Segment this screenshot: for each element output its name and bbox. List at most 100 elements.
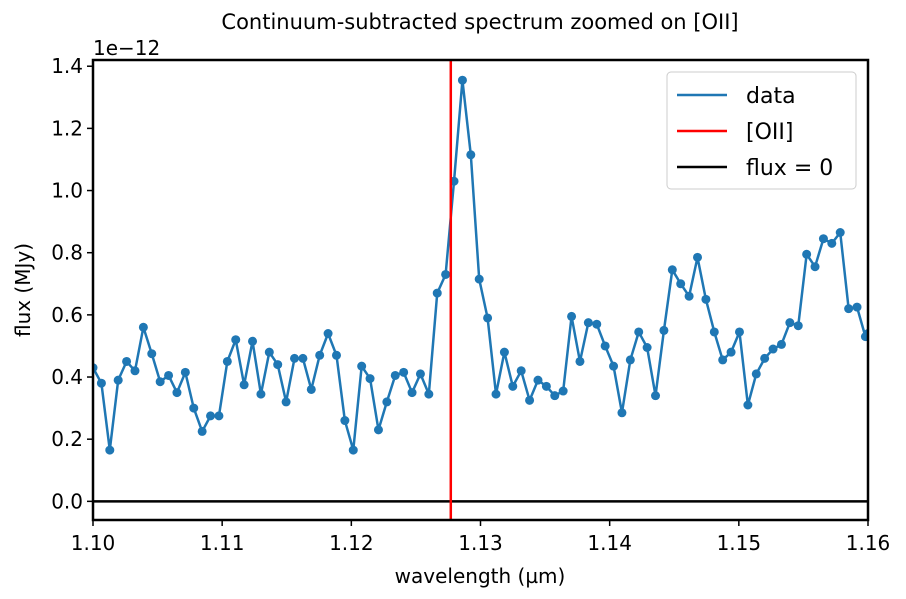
y-tick-label: 1.4 <box>51 54 83 78</box>
data-point <box>802 249 812 259</box>
data-point <box>273 360 283 370</box>
data-point <box>617 408 627 418</box>
data-point <box>382 397 392 407</box>
data-point <box>609 361 619 371</box>
data-point <box>172 388 182 398</box>
data-point <box>122 356 132 366</box>
data-point <box>818 234 828 244</box>
data-point <box>340 416 350 426</box>
data-point <box>415 369 425 379</box>
data-point <box>659 325 669 335</box>
data-point <box>844 304 854 314</box>
legend-box <box>666 71 857 190</box>
data-point <box>693 252 702 262</box>
data-point <box>138 322 148 332</box>
data-point <box>651 391 661 401</box>
data-point <box>684 291 694 301</box>
data-point <box>164 370 174 380</box>
data-point <box>726 347 736 357</box>
data-point <box>533 375 543 385</box>
y-tick-label: 1.0 <box>51 179 83 203</box>
data-point <box>189 403 199 413</box>
legend-zero-label: flux = 0 <box>746 156 833 181</box>
data-point <box>197 426 207 436</box>
data-point <box>357 361 367 371</box>
data-point <box>852 302 862 312</box>
data-point <box>793 321 803 331</box>
legend-oii-label: [OII] <box>746 120 793 145</box>
x-tick-label: 1.10 <box>71 531 116 555</box>
data-point <box>550 391 560 401</box>
data-point <box>558 386 568 396</box>
data-point <box>667 265 677 275</box>
legend-data-label: data <box>746 84 796 109</box>
data-point <box>298 353 308 363</box>
data-point <box>827 238 837 248</box>
data-point <box>348 445 358 455</box>
data-point <box>290 353 299 363</box>
data-point <box>583 318 593 328</box>
data-point <box>306 384 316 394</box>
data-point <box>768 344 778 354</box>
data-point <box>776 339 786 349</box>
data-series-line <box>93 78 868 452</box>
data-point <box>751 369 761 379</box>
data-point <box>399 367 409 377</box>
data-point <box>315 350 325 360</box>
data-point <box>785 318 795 328</box>
data-point <box>760 353 770 363</box>
x-tick-label: 1.13 <box>458 531 503 555</box>
data-point <box>281 397 291 407</box>
data-point <box>709 327 719 337</box>
data-point <box>180 367 190 377</box>
data-point <box>625 355 635 365</box>
data-point <box>541 381 551 391</box>
data-point <box>441 269 451 279</box>
legend: data [OII] flux = 0 <box>666 71 857 190</box>
data-point <box>676 279 686 289</box>
data-point <box>390 370 400 380</box>
data-point <box>214 411 224 421</box>
data-point <box>600 341 610 351</box>
data-point <box>810 262 820 272</box>
data-point <box>525 395 535 405</box>
data-point <box>835 228 845 237</box>
data-point <box>323 329 333 339</box>
data-point <box>113 375 123 385</box>
y-tick-label: 1.2 <box>51 116 83 140</box>
data-point <box>734 327 744 337</box>
y-tick-label: 0.4 <box>51 365 83 389</box>
data-point <box>155 377 165 387</box>
data-point <box>248 336 258 346</box>
data-point <box>466 150 476 160</box>
x-tick-label: 1.11 <box>200 531 245 555</box>
y-axis-label: flux (MJy) <box>11 243 35 337</box>
data-point <box>508 381 518 391</box>
data-point <box>592 319 602 329</box>
data-point <box>567 311 577 321</box>
y-tick-label: 0.6 <box>51 303 83 327</box>
y-tick-label: 0.8 <box>51 241 83 265</box>
data-point <box>483 313 493 323</box>
data-point <box>231 335 241 345</box>
y-offset-label: 1e−12 <box>93 36 160 60</box>
data-point <box>432 288 442 298</box>
x-axis: 1.10 1.11 1.12 1.13 1.14 1.15 1.16 <box>71 520 891 555</box>
x-tick-label: 1.16 <box>846 531 891 555</box>
x-tick-label: 1.15 <box>717 531 762 555</box>
data-point <box>222 356 232 366</box>
data-point <box>105 445 115 455</box>
data-point <box>499 347 509 357</box>
data-point <box>491 389 501 399</box>
data-point <box>634 327 644 337</box>
data-point <box>331 350 341 360</box>
y-tick-label: 0.2 <box>51 427 83 451</box>
x-tick-label: 1.14 <box>587 531 632 555</box>
data-point <box>206 411 216 421</box>
x-axis-label: wavelength (µm) <box>395 564 566 588</box>
data-point <box>516 366 526 376</box>
data-point <box>575 356 585 366</box>
data-point <box>474 274 484 284</box>
y-tick-label: 0.0 <box>51 489 83 513</box>
